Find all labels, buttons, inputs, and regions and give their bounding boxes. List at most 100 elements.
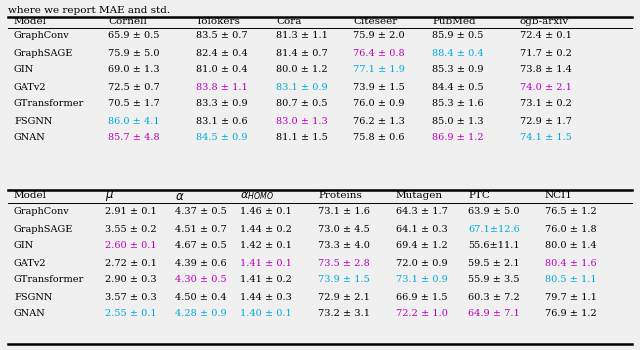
Text: GTransformer: GTransformer	[14, 275, 84, 285]
Text: 86.0 ± 4.1: 86.0 ± 4.1	[108, 117, 159, 126]
Text: 84.5 ± 0.9: 84.5 ± 0.9	[196, 133, 248, 142]
Text: 80.7 ± 0.5: 80.7 ± 0.5	[276, 99, 328, 108]
Text: NCI1: NCI1	[545, 191, 573, 201]
Text: 80.0 ± 1.4: 80.0 ± 1.4	[545, 241, 596, 251]
Text: 59.5 ± 2.1: 59.5 ± 2.1	[468, 259, 520, 267]
Text: 80.0 ± 1.2: 80.0 ± 1.2	[276, 65, 328, 75]
Text: 76.9 ± 1.2: 76.9 ± 1.2	[545, 309, 596, 318]
Text: 4.28 ± 0.9: 4.28 ± 0.9	[175, 309, 227, 318]
Text: 71.7 ± 0.2: 71.7 ± 0.2	[520, 49, 572, 57]
Text: GraphSAGE: GraphSAGE	[14, 224, 74, 233]
Text: 83.5 ± 0.7: 83.5 ± 0.7	[196, 32, 248, 41]
Text: 63.9 ± 5.0: 63.9 ± 5.0	[468, 208, 520, 217]
Text: GraphConv: GraphConv	[14, 208, 70, 217]
Text: 72.9 ± 2.1: 72.9 ± 2.1	[318, 293, 370, 301]
Text: GNAN: GNAN	[14, 309, 45, 318]
Text: 77.1 ± 1.9: 77.1 ± 1.9	[353, 65, 405, 75]
Text: 1.40 ± 0.1: 1.40 ± 0.1	[240, 309, 292, 318]
Text: $\alpha_{HOMO}$: $\alpha_{HOMO}$	[240, 190, 274, 202]
Text: 2.90 ± 0.3: 2.90 ± 0.3	[105, 275, 157, 285]
Text: $\mu$: $\mu$	[105, 189, 114, 203]
Text: Proteins: Proteins	[318, 191, 362, 201]
Text: 75.9 ± 2.0: 75.9 ± 2.0	[353, 32, 404, 41]
Text: 73.0 ± 4.5: 73.0 ± 4.5	[318, 224, 370, 233]
Text: 4.51 ± 0.7: 4.51 ± 0.7	[175, 224, 227, 233]
Text: 74.0 ± 2.1: 74.0 ± 2.1	[520, 83, 572, 91]
Text: 73.9 ± 1.5: 73.9 ± 1.5	[318, 275, 370, 285]
Text: 55.9 ± 3.5: 55.9 ± 3.5	[468, 275, 520, 285]
Text: 69.4 ± 1.2: 69.4 ± 1.2	[396, 241, 448, 251]
Text: 2.91 ± 0.1: 2.91 ± 0.1	[105, 208, 157, 217]
Text: 4.39 ± 0.6: 4.39 ± 0.6	[175, 259, 227, 267]
Text: 1.41 ± 0.2: 1.41 ± 0.2	[240, 275, 292, 285]
Text: 72.0 ± 0.9: 72.0 ± 0.9	[396, 259, 447, 267]
Text: 4.50 ± 0.4: 4.50 ± 0.4	[175, 293, 227, 301]
Text: 79.7 ± 1.1: 79.7 ± 1.1	[545, 293, 597, 301]
Text: 72.2 ± 1.0: 72.2 ± 1.0	[396, 309, 448, 318]
Text: 69.0 ± 1.3: 69.0 ± 1.3	[108, 65, 159, 75]
Text: 3.57 ± 0.3: 3.57 ± 0.3	[105, 293, 157, 301]
Text: 83.1 ± 0.6: 83.1 ± 0.6	[196, 117, 248, 126]
Text: 76.2 ± 1.3: 76.2 ± 1.3	[353, 117, 405, 126]
Text: 83.3 ± 0.9: 83.3 ± 0.9	[196, 99, 248, 108]
Text: Cornell: Cornell	[108, 18, 147, 27]
Text: 2.55 ± 0.1: 2.55 ± 0.1	[105, 309, 157, 318]
Text: 73.9 ± 1.5: 73.9 ± 1.5	[353, 83, 404, 91]
Text: 60.3 ± 7.2: 60.3 ± 7.2	[468, 293, 520, 301]
Text: 85.7 ± 4.8: 85.7 ± 4.8	[108, 133, 159, 142]
Text: 81.1 ± 1.5: 81.1 ± 1.5	[276, 133, 328, 142]
Text: FSGNN: FSGNN	[14, 117, 52, 126]
Text: 73.5 ± 2.8: 73.5 ± 2.8	[318, 259, 370, 267]
Text: 4.67 ± 0.5: 4.67 ± 0.5	[175, 241, 227, 251]
Text: 80.4 ± 1.6: 80.4 ± 1.6	[545, 259, 596, 267]
Text: 1.41 ± 0.1: 1.41 ± 0.1	[240, 259, 292, 267]
Text: 2.60 ± 0.1: 2.60 ± 0.1	[105, 241, 157, 251]
Text: 3.55 ± 0.2: 3.55 ± 0.2	[105, 224, 157, 233]
Text: 1.44 ± 0.2: 1.44 ± 0.2	[240, 224, 292, 233]
Text: 85.0 ± 1.3: 85.0 ± 1.3	[432, 117, 484, 126]
Text: 85.3 ± 0.9: 85.3 ± 0.9	[432, 65, 483, 75]
Text: GATv2: GATv2	[14, 83, 47, 91]
Text: where we report MAE and std.: where we report MAE and std.	[8, 6, 170, 15]
Text: 74.1 ± 1.5: 74.1 ± 1.5	[520, 133, 572, 142]
Text: Mutagen: Mutagen	[396, 191, 443, 201]
Text: 72.9 ± 1.7: 72.9 ± 1.7	[520, 117, 572, 126]
Text: 85.9 ± 0.5: 85.9 ± 0.5	[432, 32, 483, 41]
Text: 55.6±11.1: 55.6±11.1	[468, 241, 520, 251]
Text: 75.9 ± 5.0: 75.9 ± 5.0	[108, 49, 159, 57]
Text: 76.0 ± 0.9: 76.0 ± 0.9	[353, 99, 404, 108]
Text: Citeseer: Citeseer	[353, 18, 397, 27]
Text: 76.4 ± 0.8: 76.4 ± 0.8	[353, 49, 404, 57]
Text: 76.0 ± 1.8: 76.0 ± 1.8	[545, 224, 596, 233]
Text: 4.30 ± 0.5: 4.30 ± 0.5	[175, 275, 227, 285]
Text: 88.4 ± 0.4: 88.4 ± 0.4	[432, 49, 484, 57]
Text: 1.42 ± 0.1: 1.42 ± 0.1	[240, 241, 292, 251]
Text: 73.1 ± 0.2: 73.1 ± 0.2	[520, 99, 572, 108]
Text: 83.0 ± 1.3: 83.0 ± 1.3	[276, 117, 328, 126]
Text: GraphConv: GraphConv	[14, 32, 70, 41]
Text: 80.5 ± 1.1: 80.5 ± 1.1	[545, 275, 596, 285]
Text: GraphSAGE: GraphSAGE	[14, 49, 74, 57]
Text: 67.1±12.6: 67.1±12.6	[468, 224, 520, 233]
Text: 83.1 ± 0.9: 83.1 ± 0.9	[276, 83, 328, 91]
Text: 85.3 ± 1.6: 85.3 ± 1.6	[432, 99, 484, 108]
Text: 1.46 ± 0.1: 1.46 ± 0.1	[240, 208, 292, 217]
Text: 2.72 ± 0.1: 2.72 ± 0.1	[105, 259, 157, 267]
Text: 84.4 ± 0.5: 84.4 ± 0.5	[432, 83, 484, 91]
Text: 73.2 ± 3.1: 73.2 ± 3.1	[318, 309, 370, 318]
Text: 65.9 ± 0.5: 65.9 ± 0.5	[108, 32, 159, 41]
Text: 81.4 ± 0.7: 81.4 ± 0.7	[276, 49, 328, 57]
Text: Model: Model	[14, 191, 47, 201]
Text: GIN: GIN	[14, 65, 35, 75]
Text: GNAN: GNAN	[14, 133, 45, 142]
Text: 73.1 ± 1.6: 73.1 ± 1.6	[318, 208, 370, 217]
Text: ogb-arxiv: ogb-arxiv	[520, 18, 569, 27]
Text: 66.9 ± 1.5: 66.9 ± 1.5	[396, 293, 447, 301]
Text: 86.9 ± 1.2: 86.9 ± 1.2	[432, 133, 484, 142]
Text: 73.1 ± 0.9: 73.1 ± 0.9	[396, 275, 448, 285]
Text: 70.5 ± 1.7: 70.5 ± 1.7	[108, 99, 160, 108]
Text: 82.4 ± 0.4: 82.4 ± 0.4	[196, 49, 248, 57]
Text: 73.3 ± 4.0: 73.3 ± 4.0	[318, 241, 370, 251]
Text: 72.4 ± 0.1: 72.4 ± 0.1	[520, 32, 572, 41]
Text: 64.9 ± 7.1: 64.9 ± 7.1	[468, 309, 520, 318]
